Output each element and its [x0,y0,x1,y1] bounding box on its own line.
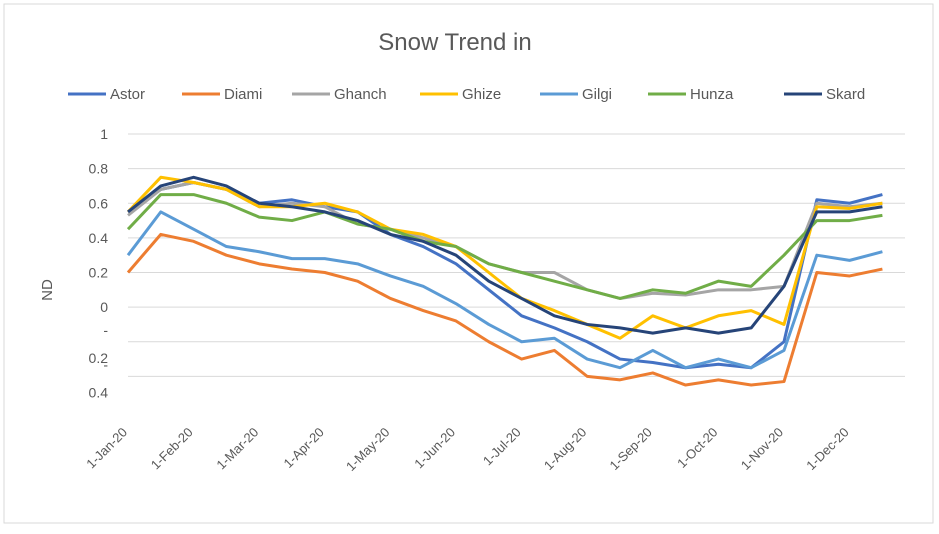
y-tick-label: 0.2 [89,265,109,281]
legend-label: Gilgi [582,86,612,103]
y-tick-label: 0.8 [89,161,109,177]
y-tick-label: - 0.4 [89,356,109,400]
legend-label: Ghanch [334,86,387,103]
series-line [126,193,883,300]
y-tick-label-part: - [103,356,108,372]
series-line [127,175,883,335]
chart-title: Snow Trend in [378,29,531,56]
y-tick-label: 0.6 [89,195,109,211]
legend-label: Diami [224,86,262,103]
legend-label: Hunza [690,86,734,103]
y-tick-label-part: - [103,322,108,338]
y-tick-label: 0.4 [89,230,109,246]
series-line [126,232,883,387]
series-line [126,210,883,370]
y-tick-label: 0 [100,299,108,315]
series-line [126,175,883,340]
y-tick-label-part: 0.2 [89,350,109,366]
legend-label: Skard [826,86,865,103]
y-axis-label: ND [39,279,56,301]
y-tick-label: - 0.2 [89,322,109,366]
y-tick-label-part: 0.4 [89,384,109,400]
y-tick-label: 1 [100,126,108,142]
legend-label: Astor [110,86,145,103]
legend-label: Ghize [462,86,501,103]
